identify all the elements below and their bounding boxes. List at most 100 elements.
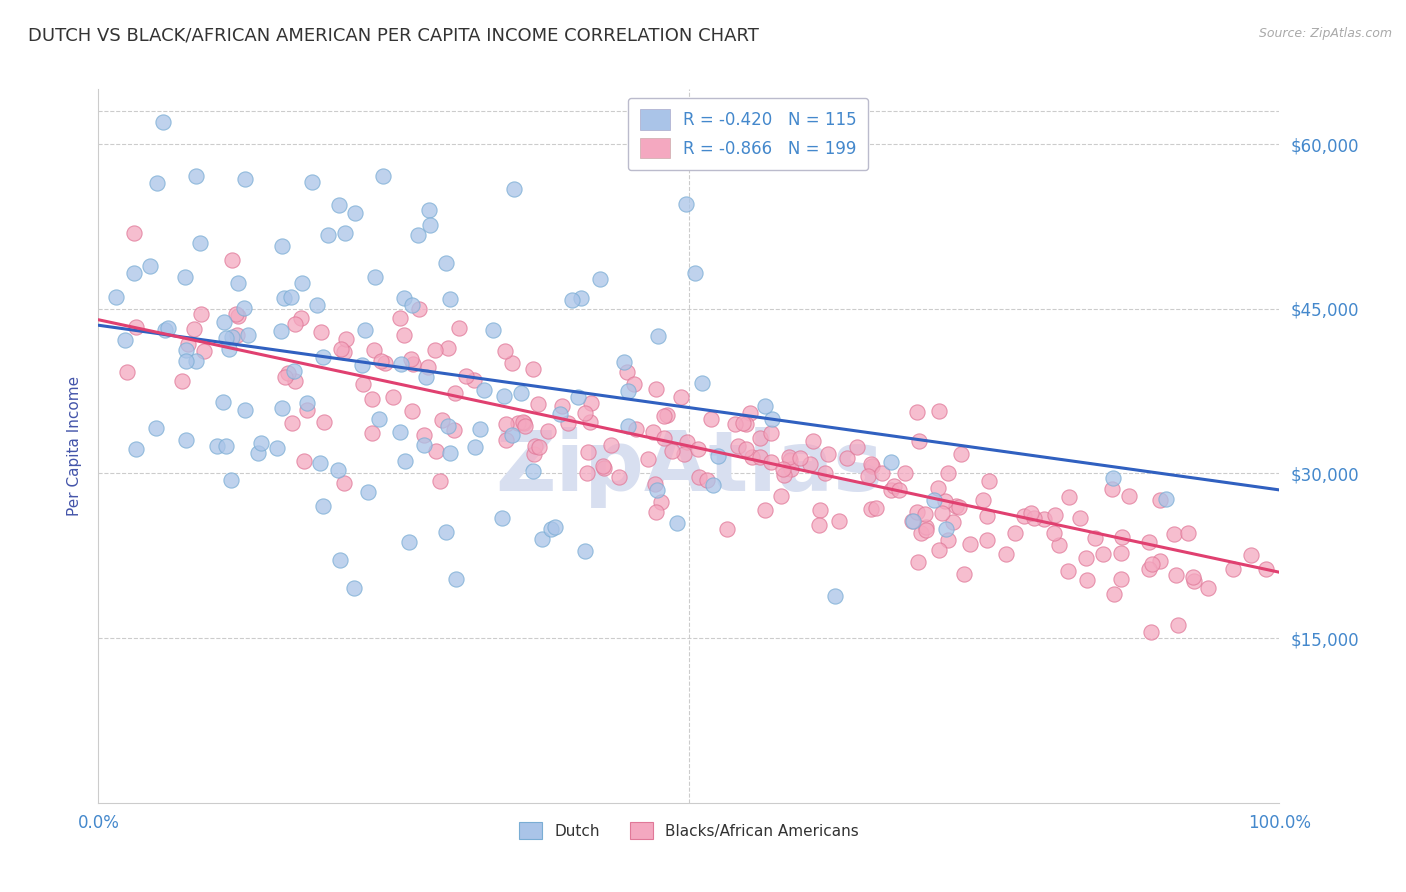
Point — [344, 205, 367, 219]
Point — [1022, 510, 1045, 524]
Point — [575, 467, 598, 481]
Point — [1177, 526, 1199, 541]
Point — [115, 366, 138, 380]
Point — [617, 384, 640, 399]
Point — [212, 394, 235, 409]
Point — [183, 322, 205, 336]
Point — [977, 474, 1000, 488]
Point — [647, 328, 669, 343]
Point — [153, 323, 176, 337]
Point — [950, 447, 973, 461]
Point — [936, 533, 959, 547]
Point — [271, 401, 294, 415]
Point — [579, 395, 602, 409]
Point — [401, 404, 423, 418]
Point — [772, 468, 794, 483]
Point — [1137, 562, 1160, 576]
Point — [233, 172, 256, 186]
Point — [172, 374, 194, 388]
Point — [174, 433, 197, 447]
Point — [1166, 568, 1188, 582]
Point — [301, 175, 323, 189]
Point — [218, 342, 240, 356]
Point — [1222, 562, 1244, 576]
Point — [731, 417, 754, 431]
Point — [650, 494, 672, 508]
Point — [617, 419, 640, 434]
Point — [700, 411, 723, 425]
Point — [779, 453, 801, 467]
Point — [814, 466, 837, 480]
Point — [846, 440, 869, 454]
Point — [482, 323, 505, 337]
Point — [443, 423, 465, 437]
Point — [425, 443, 447, 458]
Point — [907, 555, 929, 569]
Point — [495, 434, 517, 448]
Point — [419, 219, 441, 233]
Point — [1004, 525, 1026, 540]
Point — [690, 376, 713, 390]
Point — [429, 475, 451, 489]
Point — [456, 369, 478, 384]
Point — [124, 320, 146, 334]
Point — [824, 589, 846, 603]
Point — [495, 417, 517, 431]
Point — [972, 493, 994, 508]
Point — [394, 291, 416, 305]
Point — [540, 522, 562, 536]
Point — [522, 447, 544, 461]
Point — [510, 386, 533, 401]
Point — [221, 253, 243, 268]
Point — [388, 425, 411, 439]
Point — [225, 307, 247, 321]
Point — [1149, 492, 1171, 507]
Point — [801, 434, 824, 449]
Point — [273, 291, 295, 305]
Point — [613, 355, 636, 369]
Point — [860, 458, 883, 473]
Point — [887, 483, 910, 497]
Point — [439, 445, 461, 459]
Point — [226, 276, 249, 290]
Point — [779, 462, 801, 476]
Point — [418, 203, 440, 218]
Point — [536, 425, 558, 439]
Point — [361, 425, 384, 440]
Point — [707, 449, 730, 463]
Point — [754, 503, 776, 517]
Point — [735, 417, 758, 432]
Point — [976, 533, 998, 548]
Point — [434, 256, 457, 270]
Point — [188, 236, 211, 251]
Point — [328, 463, 350, 477]
Point — [772, 462, 794, 476]
Point — [491, 511, 513, 525]
Point — [335, 333, 357, 347]
Point — [464, 440, 486, 454]
Point — [578, 415, 600, 429]
Point — [494, 389, 516, 403]
Point — [468, 422, 491, 436]
Point — [283, 364, 305, 378]
Point — [530, 532, 553, 546]
Point — [588, 271, 610, 285]
Point — [934, 494, 956, 508]
Point — [522, 464, 544, 478]
Point — [402, 357, 425, 371]
Point — [247, 446, 270, 460]
Point — [761, 425, 783, 440]
Point — [675, 196, 697, 211]
Point — [799, 457, 821, 471]
Point — [343, 582, 366, 596]
Point — [233, 402, 256, 417]
Point — [754, 399, 776, 413]
Point — [329, 553, 352, 567]
Point — [174, 354, 197, 368]
Point — [274, 370, 297, 384]
Point — [567, 390, 589, 404]
Point — [307, 298, 329, 312]
Point — [290, 311, 312, 326]
Point — [676, 435, 699, 450]
Point — [412, 428, 434, 442]
